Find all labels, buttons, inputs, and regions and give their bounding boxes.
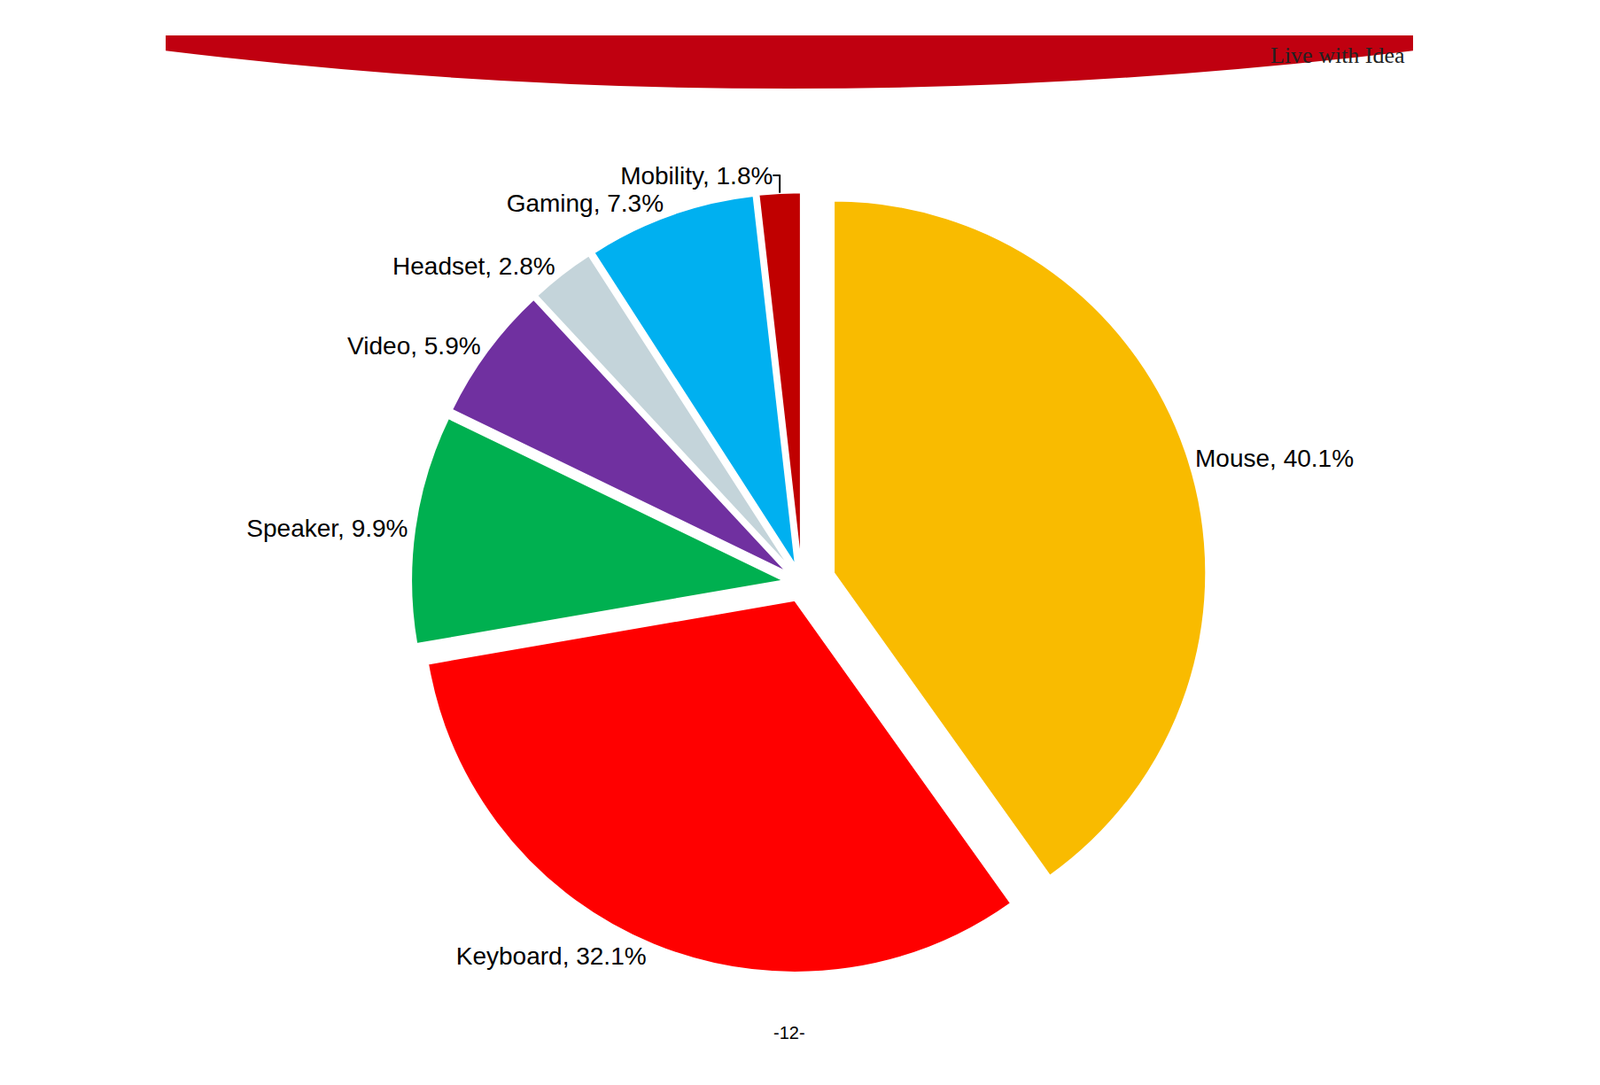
svg-text:Mouse, 40.1%: Mouse, 40.1% — [1195, 444, 1354, 473]
svg-text:Video, 5.9%: Video, 5.9% — [347, 332, 482, 360]
svg-text:Keyboard, 32.1%: Keyboard, 32.1% — [456, 942, 647, 971]
svg-text:Mobility, 1.8%: Mobility, 1.8% — [620, 162, 773, 190]
svg-text:-12-: -12- — [773, 1023, 806, 1043]
svg-text:Live with Idea: Live with Idea — [1270, 42, 1406, 69]
svg-text:Headset, 2.8%: Headset, 2.8% — [392, 252, 556, 280]
svg-text:Gaming, 7.3%: Gaming, 7.3% — [506, 189, 664, 218]
svg-text:Speaker, 9.9%: Speaker, 9.9% — [246, 514, 408, 543]
